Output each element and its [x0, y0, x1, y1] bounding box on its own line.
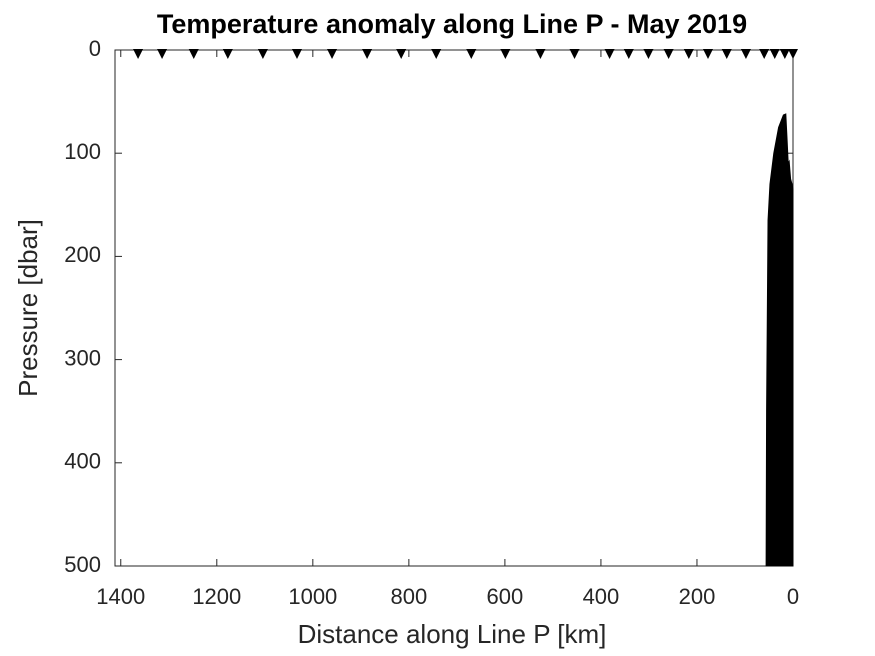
- station-marker: [740, 49, 751, 59]
- chart-title: Temperature anomaly along Line P - May 2…: [157, 9, 747, 39]
- y-tick-label: 300: [64, 345, 101, 370]
- station-marker: [291, 49, 302, 59]
- station-marker: [535, 49, 546, 59]
- y-axis-label: Pressure [dbar]: [13, 219, 43, 397]
- station-marker: [222, 49, 233, 59]
- x-tick-label: 600: [487, 584, 524, 609]
- station-marker: [759, 49, 770, 59]
- station-marker: [623, 49, 634, 59]
- station-marker: [569, 49, 580, 59]
- x-tick-label: 400: [583, 584, 620, 609]
- station-marker: [779, 49, 790, 59]
- y-tick-label: 500: [64, 552, 101, 577]
- x-tick-label: 1000: [288, 584, 337, 609]
- station-marker: [362, 49, 373, 59]
- x-tick-label: 1200: [192, 584, 241, 609]
- station-marker: [431, 49, 442, 59]
- station-marker: [133, 49, 144, 59]
- station-marker: [500, 49, 511, 59]
- station-marker: [788, 49, 798, 59]
- station-marker: [703, 49, 714, 59]
- x-axis-label: Distance along Line P [km]: [298, 619, 607, 649]
- station-marker: [643, 49, 654, 59]
- y-tick-label: 0: [89, 36, 101, 61]
- y-tick-label: 100: [64, 139, 101, 164]
- station-marker: [604, 49, 615, 59]
- bathymetry: [765, 113, 794, 567]
- x-tick-label: 1400: [96, 584, 145, 609]
- x-tick-label: 0: [787, 584, 799, 609]
- y-tick-label: 400: [64, 449, 101, 474]
- station-marker: [157, 49, 168, 59]
- station-marker: [257, 49, 268, 59]
- y-tick-label: 200: [64, 242, 101, 267]
- station-marker: [721, 49, 732, 59]
- station-marker: [466, 49, 477, 59]
- station-marker: [683, 49, 694, 59]
- station-marker: [396, 49, 407, 59]
- station-marker: [188, 49, 199, 59]
- x-tick-label: 800: [391, 584, 428, 609]
- x-tick-label: 200: [679, 584, 716, 609]
- station-marker: [663, 49, 674, 59]
- station-marker: [327, 49, 338, 59]
- station-marker: [769, 49, 780, 59]
